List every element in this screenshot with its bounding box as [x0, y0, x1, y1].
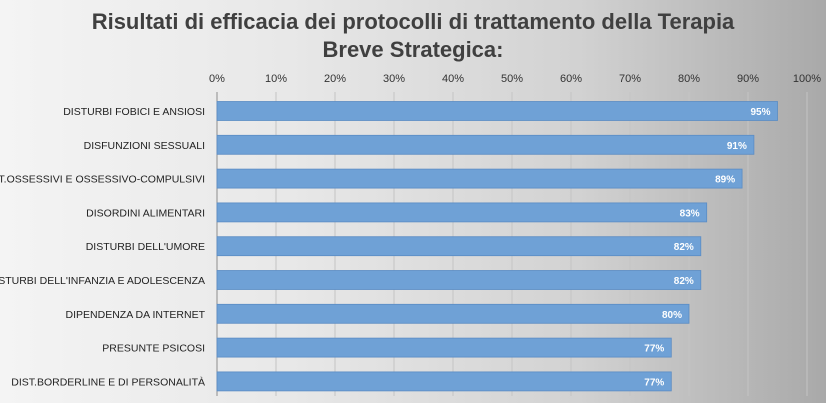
x-tick-label: 90% [737, 73, 759, 85]
chart-title: Risultati di efficacia dei protocolli di… [0, 8, 826, 64]
bar [216, 337, 672, 358]
x-tick-label: 50% [501, 73, 523, 85]
category-label: DISORDINI ALIMENTARI [86, 207, 205, 219]
category-label: DISTURBI FOBICI E ANSIOSI [63, 106, 205, 118]
x-tick-label: 0% [209, 73, 225, 85]
x-tick-label: 30% [383, 73, 405, 85]
chart-title-line-2: Breve Strategica: [322, 37, 504, 62]
category-label: DISFUNZIONI SESSUALI [84, 140, 205, 152]
data-label: 89% [715, 175, 735, 186]
category-label: PRESUNTE PSICOSI [102, 343, 205, 355]
data-label: 91% [727, 141, 747, 152]
bar [216, 270, 702, 290]
bar [216, 371, 672, 392]
x-tick-label: 40% [442, 73, 464, 85]
x-tick-label: 70% [619, 73, 641, 85]
x-tick-label: 80% [678, 73, 700, 85]
category-label: DISTURBI DELL'INFANZIA E ADOLESCENZA [0, 275, 205, 287]
x-tick-label: 10% [265, 73, 287, 85]
bar [216, 303, 690, 324]
category-label: DIST.BORDERLINE E DI PERSONALITÀ [11, 375, 205, 388]
data-label: 80% [662, 310, 682, 321]
category-label: DIST.OSSESSIVI E OSSESSIVO-COMPULSIVI [0, 174, 205, 186]
data-label: 77% [644, 377, 664, 388]
bar [216, 101, 778, 121]
category-label: DIPENDENZA DA INTERNET [66, 309, 206, 321]
data-label: 77% [644, 344, 664, 355]
bar [216, 134, 755, 155]
chart-title-line-1: Risultati di efficacia dei protocolli di… [91, 9, 735, 34]
bar [216, 236, 702, 257]
data-label: 82% [674, 276, 694, 287]
x-tick-label: 100% [793, 73, 821, 85]
data-label: 95% [750, 107, 770, 118]
data-label: 83% [680, 208, 700, 219]
data-label: 82% [674, 242, 694, 253]
x-tick-label: 20% [324, 73, 346, 85]
x-tick-label: 60% [560, 73, 582, 85]
bar [216, 202, 708, 223]
category-label: DISTURBI DELL'UMORE [86, 241, 205, 253]
bar [216, 168, 743, 189]
